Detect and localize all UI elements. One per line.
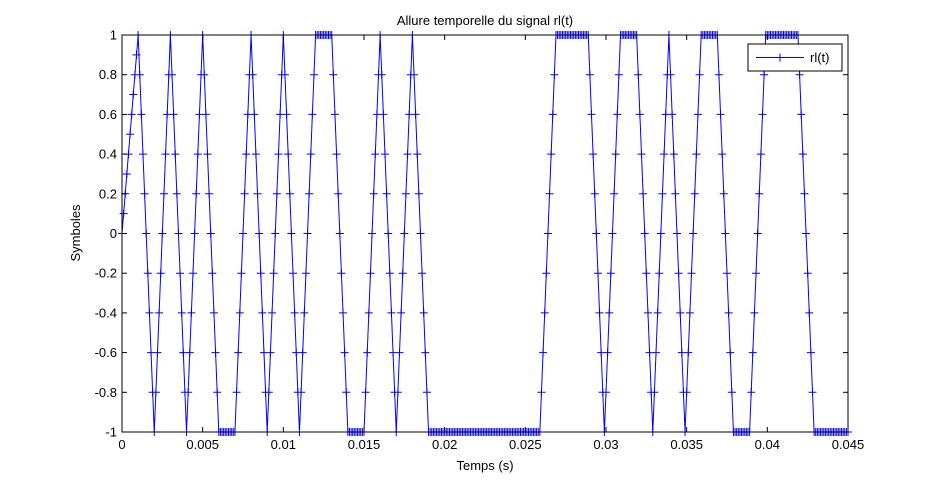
y-tick-label: 0.6	[99, 107, 117, 122]
x-tick-label: 0.03	[593, 437, 618, 452]
x-tick-label: 0.02	[432, 437, 457, 452]
y-tick-label: -0.2	[95, 266, 117, 281]
x-axis-label: Temps (s)	[456, 458, 513, 473]
y-tick-label: 1	[110, 28, 117, 43]
y-tick-label: 0.2	[99, 186, 117, 201]
y-tick-label: -0.6	[95, 345, 117, 360]
x-tick-label: 0.005	[186, 437, 219, 452]
x-tick-label: 0.035	[670, 437, 703, 452]
y-tick-label: -0.4	[95, 305, 117, 320]
legend-entry-label: rl(t)	[810, 50, 830, 65]
y-tick-label: 0.4	[99, 147, 117, 162]
y-tick-label: -1	[105, 425, 117, 440]
y-tick-label: 0.8	[99, 67, 117, 82]
plot-area-border	[121, 34, 849, 433]
y-axis-label: Symboles	[68, 204, 83, 262]
x-tick-label: 0.015	[348, 437, 381, 452]
x-tick-label: 0.01	[271, 437, 296, 452]
chart-title: Allure temporelle du signal rl(t)	[397, 13, 573, 28]
y-tick-label: 0	[110, 226, 117, 241]
plot-area-background	[122, 35, 848, 432]
axis-ticks-group: 0 0.005 0.01 0.015 0.02 0.025 0.03 0.035 0.04 0.0…	[95, 28, 865, 453]
x-tick-label: 0.04	[755, 437, 780, 452]
x-tick-label: 0	[118, 437, 125, 452]
y-tick-label: -0.8	[95, 385, 117, 400]
legend[interactable]: rl(t)	[747, 43, 843, 72]
x-tick-label: 0.025	[509, 437, 542, 452]
x-tick-label: 0.045	[832, 437, 865, 452]
